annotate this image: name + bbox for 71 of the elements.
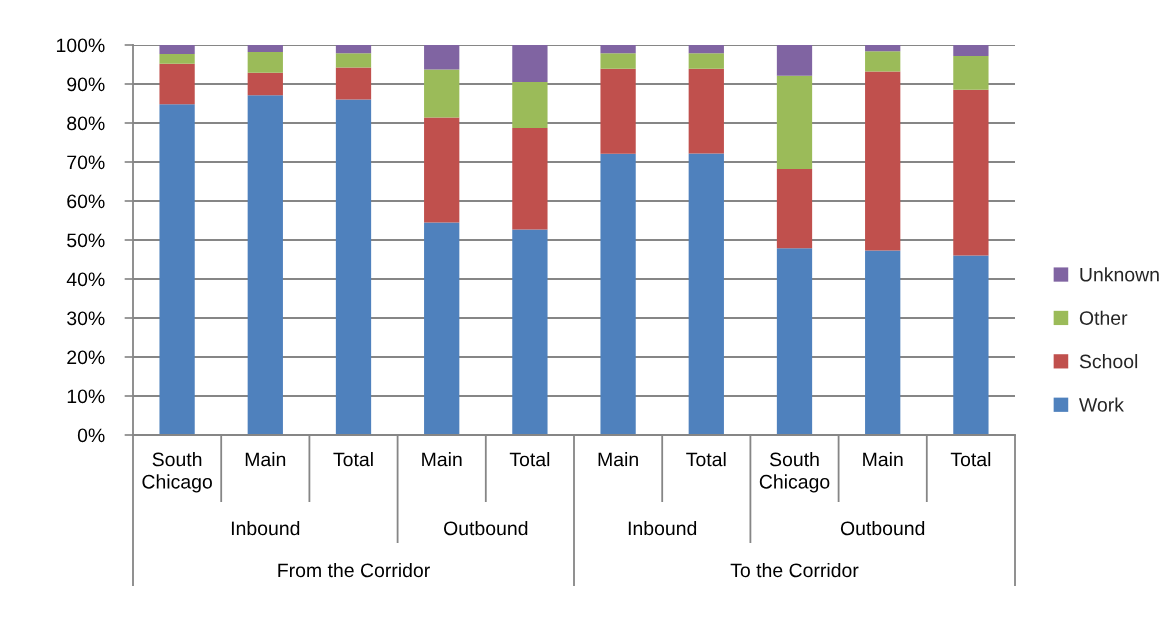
bar — [512, 128, 548, 230]
bar — [247, 52, 283, 73]
y-tick-label: 80% — [67, 116, 105, 131]
bar — [335, 99, 372, 435]
bar — [688, 68, 724, 154]
bar — [865, 51, 901, 72]
bar — [159, 104, 195, 435]
bar — [335, 45, 372, 54]
x-tick-label: Total — [686, 452, 726, 467]
legend-label: School — [1079, 354, 1138, 369]
y-tick-label: 100% — [56, 38, 105, 53]
text: To the Corridor — [730, 562, 859, 578]
bar — [953, 55, 989, 90]
y-tick-label: 50% — [67, 233, 105, 248]
bar — [688, 45, 724, 54]
x-tick-label: South Chicago — [142, 452, 212, 493]
bar — [247, 45, 283, 53]
bar — [159, 53, 195, 64]
legend-label: Other — [1079, 310, 1128, 325]
text: From the Corridor — [278, 562, 430, 578]
x-tick-label: Main — [422, 452, 462, 467]
text: Inbound — [628, 520, 697, 536]
bar — [865, 45, 901, 52]
x-tick-label: Main — [863, 452, 903, 467]
legend-label: Work — [1079, 397, 1124, 412]
x-tick-label: Main — [598, 452, 638, 467]
bar — [776, 169, 813, 249]
bar — [600, 153, 636, 435]
bar — [159, 45, 195, 54]
bar — [335, 67, 372, 100]
x-tick-label: Total — [509, 452, 550, 467]
bar — [424, 69, 460, 118]
bar — [776, 248, 813, 435]
x-tick-label: Main — [245, 452, 286, 467]
legend-label: Unknown — [1080, 267, 1159, 282]
bar — [865, 71, 901, 251]
y-tick-label: 30% — [67, 311, 105, 326]
bar — [776, 45, 813, 76]
y-tick-label: 20% — [67, 350, 105, 365]
bar — [424, 117, 460, 223]
bar — [953, 89, 989, 256]
y-tick-label: 60% — [67, 194, 105, 209]
bar — [424, 45, 460, 70]
y-tick-label: 10% — [67, 389, 105, 404]
bar — [247, 95, 283, 435]
bar — [953, 45, 989, 56]
bar — [865, 250, 901, 435]
bar — [424, 222, 460, 435]
bar — [335, 53, 372, 68]
text: Inbound — [231, 520, 300, 536]
bar — [688, 153, 724, 435]
x-tick-label: South Chicago — [759, 452, 830, 493]
text: Outbound — [444, 520, 528, 536]
x-tick-label: Total — [950, 452, 991, 467]
bar — [688, 53, 724, 69]
bar — [512, 82, 548, 129]
bar — [512, 229, 548, 435]
y-tick-label: 70% — [67, 155, 105, 170]
bar — [776, 75, 813, 170]
bar — [600, 68, 636, 154]
bar — [512, 45, 548, 83]
bar — [600, 45, 636, 54]
y-tick-label: 40% — [66, 272, 105, 287]
bar — [247, 72, 283, 96]
y-tick-label: 0% — [77, 428, 105, 443]
text: Outbound — [840, 520, 925, 536]
x-tick-label: Total — [333, 452, 373, 467]
bar — [600, 53, 636, 69]
y-tick-label: 90% — [67, 77, 105, 92]
bar — [159, 63, 195, 105]
bar — [953, 255, 989, 435]
